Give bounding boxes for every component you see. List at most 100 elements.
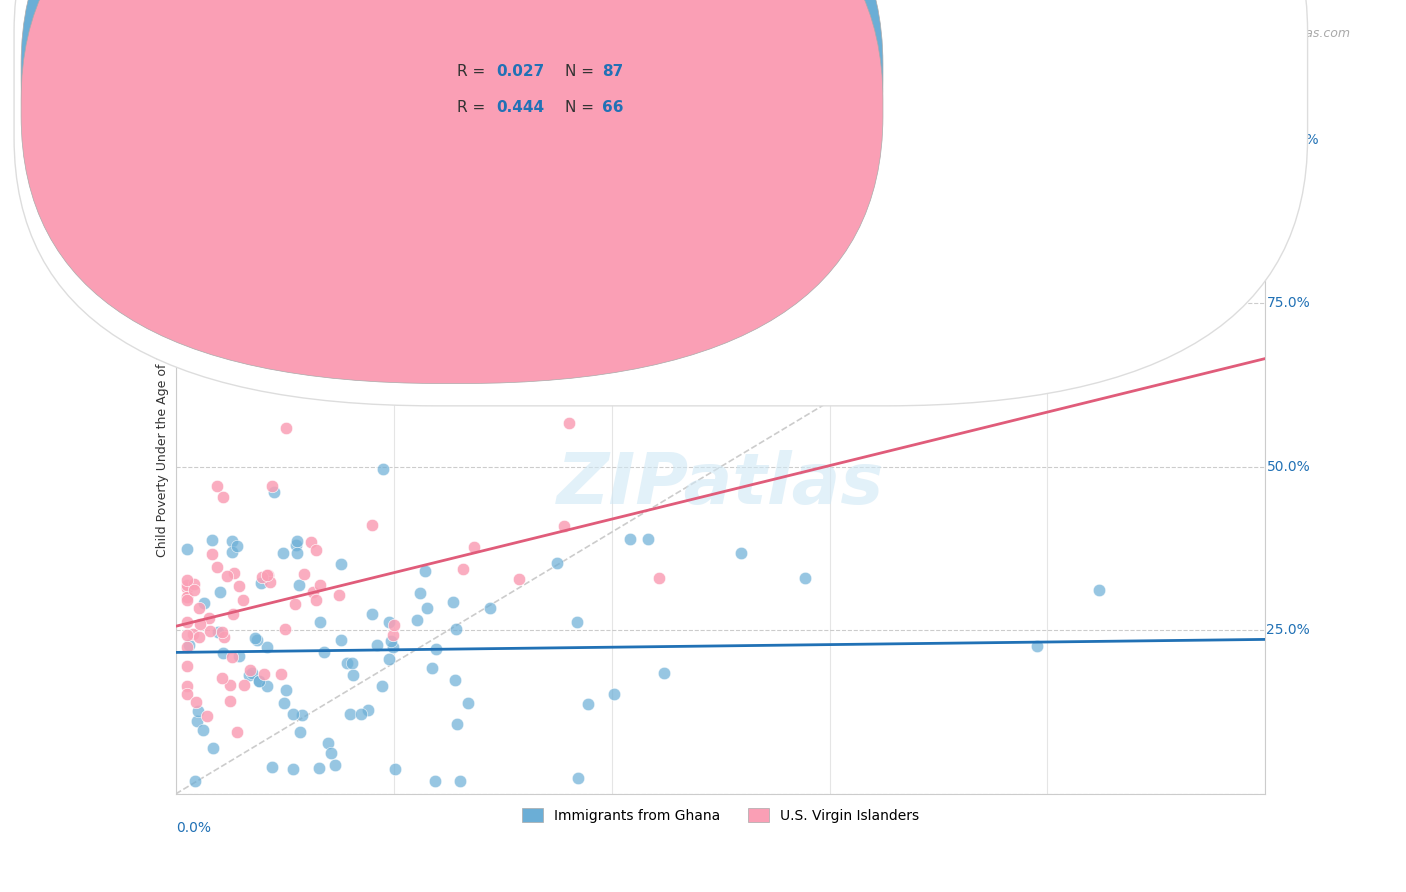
Point [619,533,641,547]
Point [176,687,198,701]
Point [637,533,659,547]
Point [240,666,263,681]
Point [249,576,271,591]
Point [413,564,436,578]
Point [444,622,467,636]
Point [221,533,243,548]
Point [259,575,281,590]
Point [381,628,404,642]
Point [183,576,205,591]
Legend: Immigrants from Ghana, U.S. Virgin Islanders: Immigrants from Ghana, U.S. Virgin Islan… [516,802,925,828]
Point [219,678,242,692]
Point [201,533,224,547]
Point [567,615,589,629]
Text: IMMIGRANTS FROM GHANA VS U.S. VIRGIN ISLANDER CHILD POVERTY UNDER THE AGE OF 16 : IMMIGRANTS FROM GHANA VS U.S. VIRGIN ISL… [56,27,859,41]
Point [330,557,353,571]
Point [262,760,284,774]
Text: 25.0%: 25.0% [1267,624,1310,638]
Point [652,666,675,681]
Point [183,583,205,598]
Text: N =: N = [565,100,599,114]
Point [257,567,280,582]
Point [197,611,219,625]
Point [238,668,260,682]
Point [301,585,323,599]
Text: Source: ZipAtlas.com: Source: ZipAtlas.com [1216,27,1350,40]
Point [193,596,215,610]
Point [198,624,221,638]
Point [1088,582,1111,597]
Point [186,714,208,728]
Point [299,535,322,549]
Point [416,601,439,615]
Point [211,671,233,685]
Point [304,543,326,558]
Point [233,678,256,692]
Point [425,641,447,656]
Point [284,538,307,552]
Point [281,762,304,776]
Point [290,707,312,722]
Point [225,539,247,553]
Point [287,578,309,592]
Point [378,652,401,666]
Point [215,568,238,582]
Text: 0.027: 0.027 [496,64,544,78]
Point [253,667,276,681]
Point [211,625,233,640]
Point [441,594,464,608]
Point [312,644,335,658]
Point [444,673,467,687]
Text: 0.0%: 0.0% [176,822,211,835]
Point [256,640,278,654]
Point [188,601,211,615]
Point [328,588,350,602]
Point [274,420,297,434]
Point [176,659,198,673]
Point [308,578,330,592]
Point [284,597,307,611]
Point [479,601,502,615]
Point [451,562,474,576]
Point [225,725,247,739]
Point [558,416,581,430]
Point [208,585,231,599]
Point [181,627,204,641]
Point [384,763,406,777]
Point [250,570,273,584]
Text: 66: 66 [602,100,623,114]
Point [184,695,207,709]
Text: 100.0%: 100.0% [1267,133,1319,147]
Y-axis label: Child Poverty Under the Age of 16: Child Poverty Under the Age of 16 [156,343,169,558]
Point [228,578,250,592]
Point [330,632,353,647]
Point [567,772,589,786]
Point [370,679,392,693]
Point [553,519,575,533]
Point [357,703,380,717]
Point [292,566,315,581]
Point [183,773,205,788]
Point [321,746,343,760]
Point [195,709,218,723]
Point [176,581,198,595]
Point [221,649,243,664]
Point [350,707,373,722]
Point [188,630,211,644]
Point [423,773,446,788]
Point [283,707,305,722]
Point [339,707,361,722]
Point [218,694,240,708]
Point [205,560,228,574]
Point [191,723,214,737]
Point [406,613,429,627]
Point [793,571,815,585]
Point [222,566,245,581]
Text: R =: R = [457,100,491,114]
Point [648,571,671,585]
Point [207,624,229,639]
Point [243,631,266,645]
Text: 75.0%: 75.0% [1267,296,1310,310]
Point [336,656,359,670]
Point [176,679,198,693]
